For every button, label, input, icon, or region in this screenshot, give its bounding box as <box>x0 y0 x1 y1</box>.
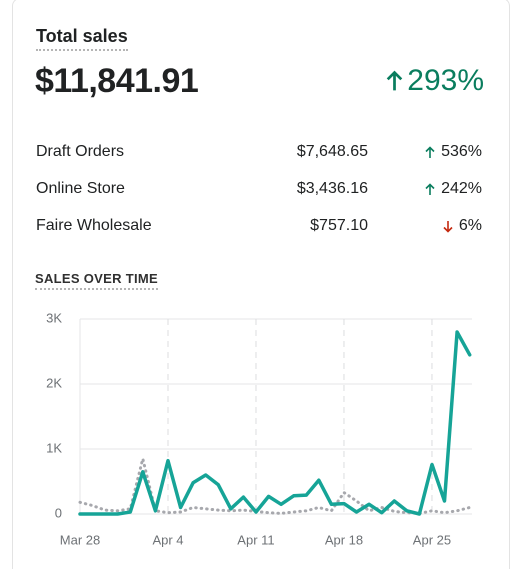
card-title[interactable]: Total sales <box>36 26 128 51</box>
channel-change: 242% <box>425 180 482 198</box>
x-tick-label: Apr 25 <box>413 532 451 547</box>
arrow-path <box>443 220 453 233</box>
series-line <box>78 330 472 516</box>
change-text: 293% <box>407 64 484 97</box>
channel-value: $757.10 <box>310 217 368 234</box>
channel-change: 6% <box>443 217 482 235</box>
series-line <box>78 457 472 515</box>
x-tick-label: Apr 11 <box>237 532 274 547</box>
channel-change: 536% <box>425 143 482 161</box>
x-tick-label: Apr 4 <box>152 532 183 547</box>
y-tick-label: 0 <box>55 505 62 520</box>
change-text: 536% <box>441 143 482 160</box>
total-change: 293% <box>386 64 484 98</box>
total-value: $11,841.91 <box>35 62 199 100</box>
x-tick-label: Mar 28 <box>60 532 100 547</box>
trend-arrow <box>443 220 453 233</box>
channel-value: $3,436.16 <box>296 180 368 197</box>
breakdown-row: Faire Wholesale $757.10 6% <box>36 217 482 241</box>
y-tick-label: 2K <box>46 375 62 390</box>
channel-name: Online Store <box>36 180 125 197</box>
chart-title[interactable]: SALES OVER TIME <box>35 271 158 290</box>
breakdown-row: Draft Orders $7,648.65 536% <box>36 143 482 167</box>
arrow-path <box>425 145 435 158</box>
change-text: 6% <box>458 217 482 234</box>
channel-name: Faire Wholesale <box>36 217 152 234</box>
change-text: 242% <box>441 180 482 197</box>
trend-arrow <box>425 182 435 195</box>
arrow-path <box>387 70 403 91</box>
breakdown-row: Online Store $3,436.16 242% <box>36 180 482 204</box>
x-tick-label: Apr 18 <box>325 532 363 547</box>
trend-arrow <box>425 145 435 158</box>
channel-value: $7,648.65 <box>296 143 368 160</box>
channel-name: Draft Orders <box>36 143 125 160</box>
arrow-path <box>425 182 435 195</box>
y-tick-label: 1K <box>46 440 62 455</box>
y-tick-label: 3K <box>46 310 62 325</box>
trend-arrow <box>387 70 403 91</box>
card-frame <box>12 0 510 569</box>
